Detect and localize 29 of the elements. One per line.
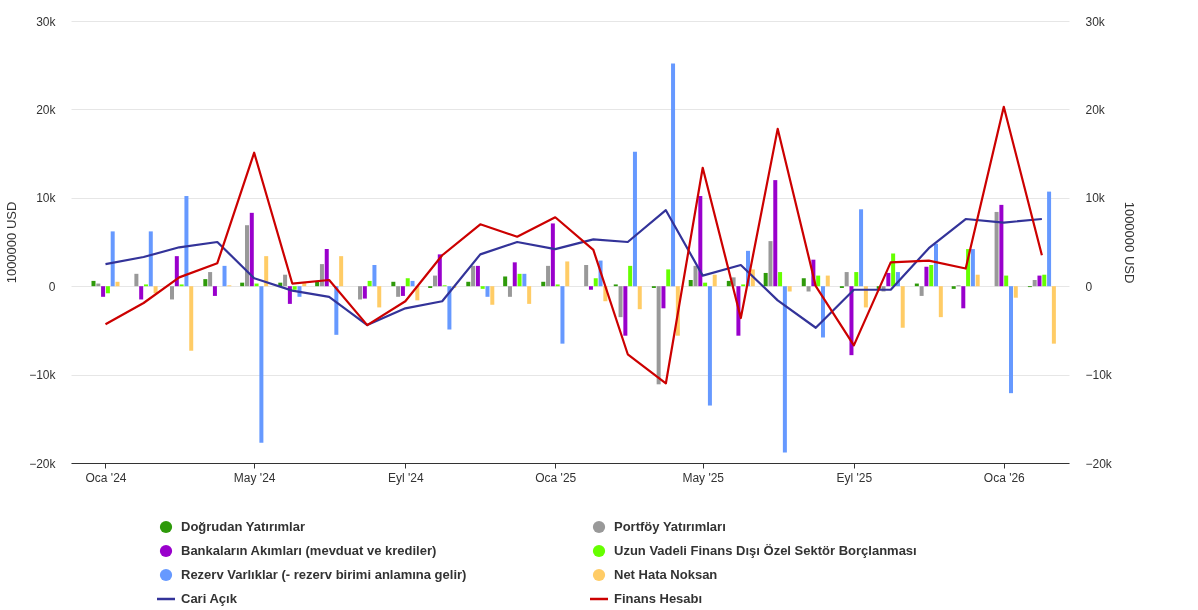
legend-label: Cari Açık <box>181 591 238 606</box>
y2-axis-title: 1000000 USD <box>1121 201 1137 284</box>
y2-tick-label: 10k <box>1085 191 1106 206</box>
x-tick-label: Oca '24 <box>85 470 127 485</box>
legend-label: Uzun Vadeli Finans Dışı Özel Sektör Borçlanması <box>614 543 917 558</box>
y-axis-title: 1000000 USD <box>4 201 20 284</box>
y-tick-label: 0 <box>48 279 56 294</box>
legend-label: Bankaların Akımları (mevduat ve krediler) <box>181 543 437 558</box>
y-tick-label: −20k <box>29 456 57 471</box>
y-tick-label: 10k <box>36 191 57 206</box>
y2-tick-label: 20k <box>1085 102 1106 117</box>
x-tick-label: Oca '26 <box>983 470 1026 485</box>
y-tick-label: 30k <box>36 14 57 29</box>
x-tick-label: Eyl '25 <box>836 470 873 485</box>
legend-label: Net Hata Noksan <box>614 567 718 582</box>
x-tick-label: Oca '25 <box>535 470 577 485</box>
y-tick-label: −10k <box>29 368 57 383</box>
y2-tick-label: −10k <box>1085 368 1113 383</box>
x-tick-label: May '25 <box>682 470 725 485</box>
x-tick-label: Eyl '24 <box>388 470 424 485</box>
y2-tick-label: 30k <box>1085 14 1106 29</box>
y2-tick-label: 0 <box>1085 279 1093 294</box>
y2-tick-label: −20k <box>1085 456 1113 471</box>
legend-label: Rezerv Varlıklar (- rezerv birimi anlamına gelir) <box>181 567 467 582</box>
legend-label: Finans Hesabı <box>614 591 703 606</box>
legend-label: Doğrudan Yatırımlar <box>181 519 306 534</box>
y-tick-label: 20k <box>36 102 57 117</box>
legend-label: Portföy Yatırımları <box>614 519 726 534</box>
x-tick-label: May '24 <box>233 470 276 485</box>
